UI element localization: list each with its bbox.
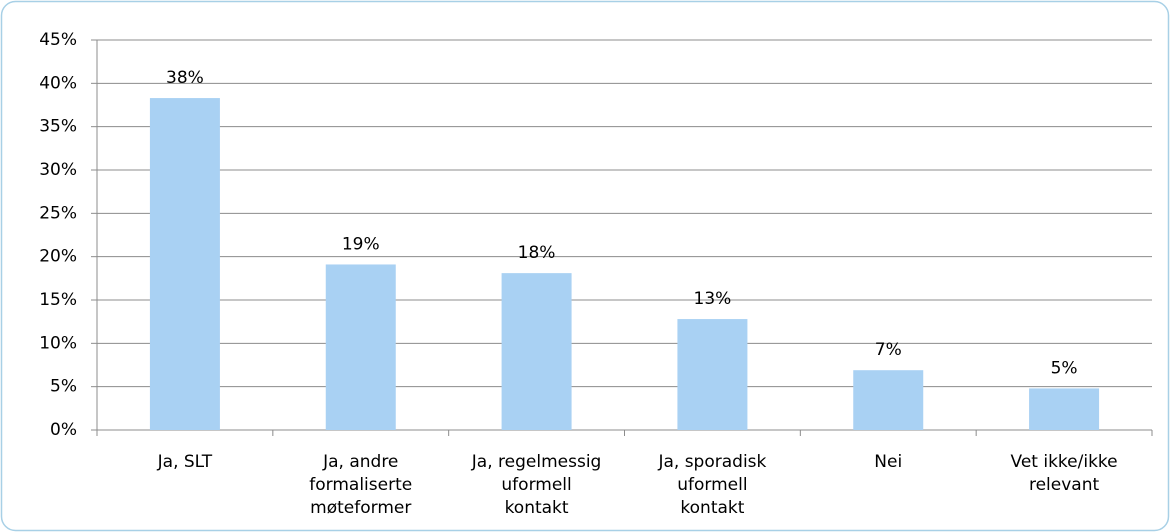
- y-tick-label: 15%: [39, 290, 77, 310]
- y-tick-label: 5%: [50, 377, 77, 397]
- y-tick-label: 0%: [50, 420, 77, 440]
- x-tick-label: Ja, sporadisk uformell kontakt: [657, 452, 766, 518]
- x-tick-label: Ja, andre formaliserte møteformer: [309, 452, 412, 518]
- x-tick-label-line: kontakt: [505, 498, 569, 518]
- bar: [1029, 388, 1100, 430]
- y-tick-label: 35%: [39, 117, 77, 137]
- data-label: 38%: [166, 68, 204, 88]
- y-tick-label: 25%: [39, 203, 77, 223]
- x-tick-label: Vet ikke/ikke relevant: [1011, 452, 1118, 495]
- x-tick-label-line: kontakt: [680, 498, 744, 518]
- x-tick-label: Nei: [874, 452, 902, 472]
- x-tick-label-line: Ja, regelmessig: [471, 452, 602, 472]
- x-tick-label-line: Ja, sporadisk: [657, 452, 766, 472]
- data-label: 13%: [694, 289, 732, 309]
- y-tick-label: 20%: [39, 247, 77, 267]
- bar: [677, 319, 748, 430]
- x-tick-label-line: formaliserte: [309, 475, 412, 495]
- x-tick-label-line: møteformer: [310, 498, 411, 518]
- data-label: 18%: [518, 243, 556, 263]
- x-tick-label: Ja, SLT: [157, 452, 213, 472]
- y-tick-label: 45%: [39, 30, 77, 50]
- y-tick-label: 40%: [39, 73, 77, 93]
- data-label: 19%: [342, 234, 380, 254]
- bar: [501, 273, 572, 430]
- x-tick-label-line: Ja, andre: [322, 452, 398, 472]
- x-tick-label-line: relevant: [1029, 475, 1100, 495]
- bar: [149, 98, 220, 431]
- x-tick-label-line: uformell: [501, 475, 571, 495]
- y-tick-label: 30%: [39, 160, 77, 180]
- data-label: 5%: [1051, 358, 1078, 378]
- x-tick-label-line: Vet ikke/ikke: [1011, 452, 1118, 472]
- x-tick-label-line: uformell: [677, 475, 747, 495]
- x-tick-label-line: Ja, SLT: [157, 452, 213, 472]
- y-tick-label: 10%: [39, 333, 77, 353]
- x-tick-label-line: Nei: [874, 452, 902, 472]
- bar: [853, 370, 924, 430]
- data-label: 7%: [875, 340, 902, 360]
- bar: [325, 264, 396, 430]
- x-tick-label: Ja, regelmessig uformell kontakt: [471, 452, 602, 518]
